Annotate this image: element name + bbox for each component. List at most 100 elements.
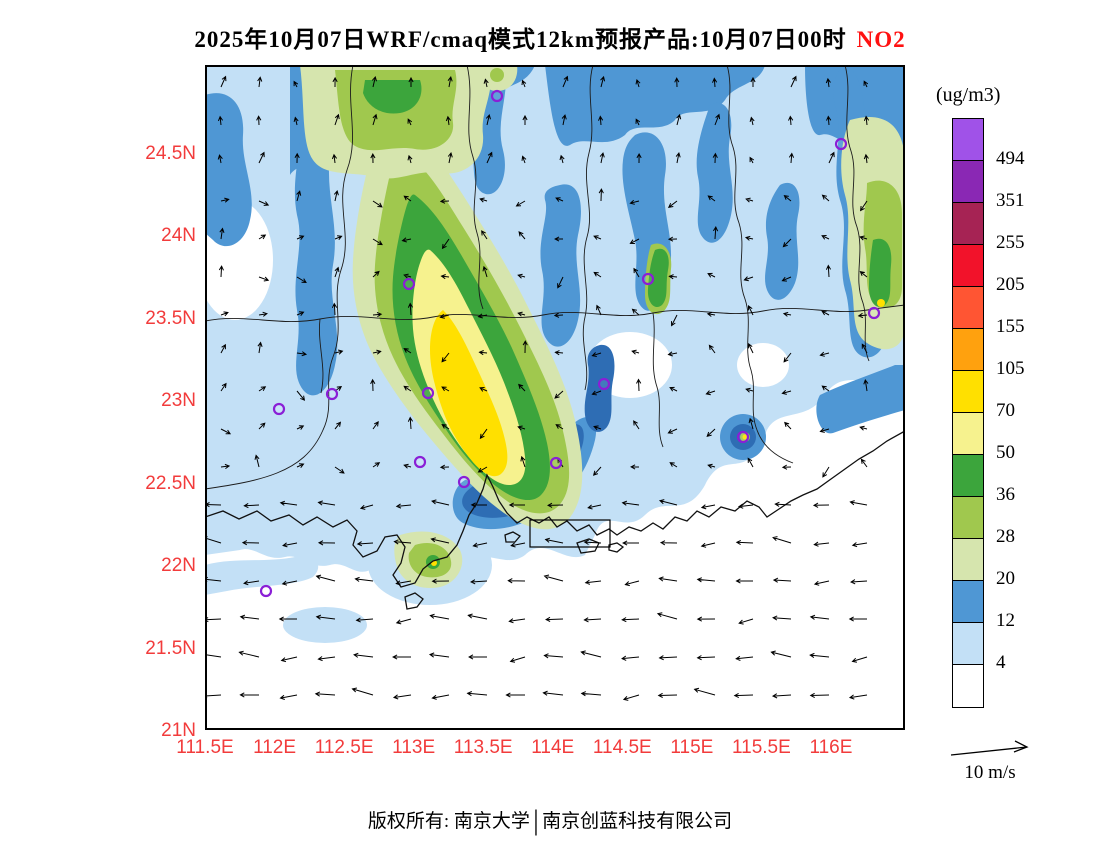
x-axis-label: 111.5E (176, 737, 234, 758)
city-marker (597, 377, 611, 391)
wind-arrows (205, 75, 870, 701)
x-axis-label: 113.5E (453, 737, 513, 758)
fill-layer-east-edge-patch (841, 117, 905, 350)
fill-region (737, 343, 789, 387)
wind-scale-arrow (950, 740, 1029, 756)
copyright-separator: | (533, 805, 539, 838)
legend-color-swatch (953, 203, 983, 245)
legend-color-bar (952, 118, 984, 708)
fill-region (584, 344, 615, 432)
nested-domain-box (529, 519, 611, 548)
fill-region (877, 299, 885, 307)
legend-level-label: 28 (996, 526, 1015, 547)
reference-arrow-icon (950, 740, 1029, 756)
city-marker (457, 475, 471, 489)
fill-region (205, 556, 319, 595)
legend-color-swatch (953, 665, 983, 707)
legend-color-swatch (953, 119, 983, 161)
fill-region (540, 184, 581, 347)
legend-color-swatch (953, 455, 983, 497)
x-axis-label: 113E (392, 737, 436, 758)
fill-layer-small-spots (394, 65, 750, 589)
y-axis-label: 22N (161, 555, 196, 577)
island (608, 542, 625, 553)
x-axis-label: 114E (531, 737, 575, 758)
fill-region-yellow (430, 310, 508, 477)
city-marker (834, 137, 848, 151)
y-axis-label: 23.5N (145, 307, 196, 329)
title-pollutant: NO2 (856, 27, 906, 52)
fill-region (696, 102, 733, 243)
legend-color-swatch (953, 581, 983, 623)
city-marker (736, 430, 750, 444)
y-axis-label: 21.5N (145, 637, 196, 659)
copyright-footer: 版权所有: 南京大学 | 南京创蓝科技有限公司 (0, 806, 1100, 838)
y-axis-label: 24.5N (145, 142, 196, 164)
fill-layer-northwest-patch (300, 65, 492, 179)
city-marker (259, 584, 273, 598)
legend-level-label: 50 (996, 442, 1015, 463)
legend-level-label: 105 (996, 358, 1025, 379)
legend-level-label: 70 (996, 400, 1015, 421)
y-axis-label: 22.5N (145, 472, 196, 494)
y-axis-label: 23N (161, 390, 196, 412)
fill-region (742, 434, 748, 440)
legend-color-swatch (953, 161, 983, 203)
province-boundary (726, 65, 794, 464)
legend-color-swatch (953, 497, 983, 539)
legend-level-label: 4 (996, 652, 1006, 673)
city-marker (549, 456, 563, 470)
map-frame (205, 65, 905, 730)
fill-region (545, 65, 765, 146)
x-axis-label: 114.5E (592, 737, 652, 758)
legend-color-swatch (953, 623, 983, 665)
province-boundary (844, 65, 870, 362)
province-boundary (652, 312, 664, 448)
legend-color-swatch (953, 329, 983, 371)
city-marker (867, 306, 881, 320)
x-axis-label: 112E (253, 737, 297, 758)
fill-region (869, 238, 892, 307)
legend-level-label: 20 (996, 568, 1015, 589)
x-axis-label: 116E (809, 737, 853, 758)
forecast-map (205, 65, 905, 730)
province-boundary (205, 65, 354, 490)
legend-level-label: 255 (996, 232, 1025, 253)
fill-region (294, 104, 338, 396)
province-boundary (205, 304, 905, 322)
legend-color-swatch (953, 413, 983, 455)
y-axis-label: 21N (161, 720, 196, 741)
copyright-left: 版权所有: 南京大学 (367, 811, 530, 832)
page-title: 2025年10月07日WRF/cmaq模式12km预报产品:10月07日00时 N… (0, 20, 1100, 54)
x-axis-label: 115E (670, 737, 714, 758)
legend-color-swatch (953, 371, 983, 413)
legend-color-swatch (953, 539, 983, 581)
fill-layer-plume (352, 117, 583, 530)
legend-color-swatch (953, 245, 983, 287)
province-boundary (582, 65, 594, 391)
island (404, 592, 424, 610)
fill-region (765, 182, 800, 300)
wind-vector-layer (205, 75, 870, 701)
legend-color-swatch (953, 287, 983, 329)
x-axis-label: 112.5E (314, 737, 374, 758)
legend-level-label: 12 (996, 610, 1015, 631)
y-axis-label: 24N (161, 225, 196, 247)
copyright-right: 南京创蓝科技有限公司 (542, 811, 733, 832)
city-marker (413, 455, 427, 469)
fill-region (283, 607, 367, 643)
legend-level-label: 351 (996, 190, 1025, 211)
fill-region (205, 93, 252, 247)
legend-level-label: 205 (996, 274, 1025, 295)
legend-level-label: 494 (996, 148, 1025, 169)
fill-region (816, 365, 905, 434)
fill-region (363, 80, 422, 114)
fill-region (647, 248, 669, 308)
island (504, 531, 521, 543)
legend-level-label: 155 (996, 316, 1025, 337)
city-marker (402, 277, 416, 291)
city-marker (490, 89, 504, 103)
coastline (205, 430, 905, 588)
title-model-text: 2025年10月07日WRF/cmaq模式12km预报产品:10月07日00时 (194, 27, 847, 52)
